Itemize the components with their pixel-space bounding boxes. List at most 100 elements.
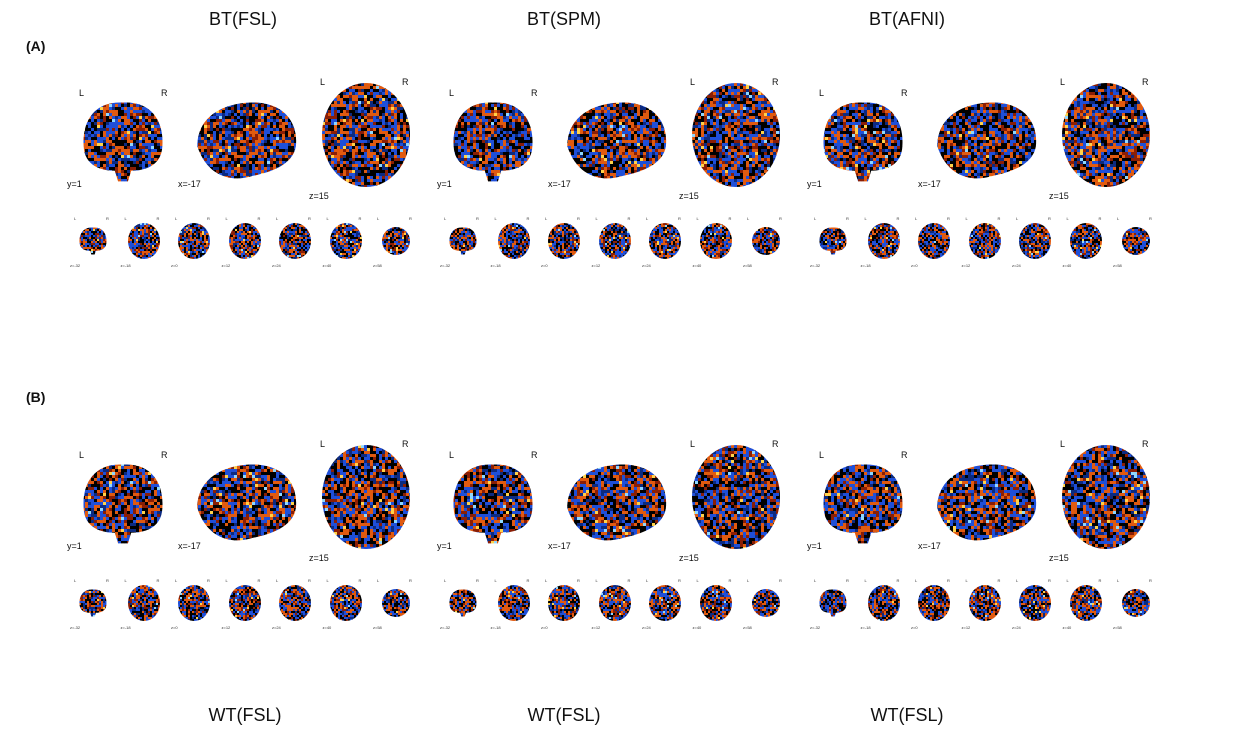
mosaic-slice-label: z=-32 (440, 263, 450, 268)
mosaic-slice-label: z=-32 (810, 263, 820, 268)
mosaic-orientation-left: L (276, 578, 278, 583)
axial-slice-1-0 (322, 445, 410, 549)
orientation-right: R (531, 88, 538, 98)
mosaic-orientation-left: L (915, 578, 917, 583)
mosaic-orientation-right: R (577, 216, 580, 221)
mosaic-slice-0-0-6 (382, 227, 410, 255)
mosaic-slice-label: z=-18 (491, 263, 501, 268)
mosaic-orientation-left: L (697, 578, 699, 583)
mosaic-orientation-right: R (258, 216, 261, 221)
mosaic-slice-1-2-4 (1019, 585, 1051, 621)
mosaic-slice-1-2-3 (968, 585, 1001, 621)
mosaic-orientation-right: R (106, 216, 109, 221)
mosaic-orientation-left: L (596, 578, 598, 583)
mosaic-slice-1-2-6 (1122, 589, 1150, 617)
mosaic-slice-label: z=24 (272, 625, 281, 630)
mosaic-orientation-right: R (628, 578, 631, 583)
mosaic-slice-label: z=40 (1063, 625, 1072, 630)
mosaic-slice-label: z=24 (272, 263, 281, 268)
orientation-right: R (161, 88, 168, 98)
mosaic-orientation-right: R (947, 216, 950, 221)
axial-cut-label: z=15 (1049, 553, 1069, 563)
mosaic-orientation-left: L (226, 578, 228, 583)
mosaic-orientation-left: L (1067, 216, 1069, 221)
mosaic-slice-1-0-3 (228, 585, 261, 621)
orientation-right: R (161, 450, 168, 460)
orientation-left: L (819, 450, 824, 460)
mosaic-orientation-right: R (947, 578, 950, 583)
mosaic-orientation-left: L (545, 216, 547, 221)
mosaic-orientation-right: R (359, 216, 362, 221)
mosaic-orientation-right: R (308, 216, 311, 221)
mosaic-slice-1-1-3 (598, 585, 631, 621)
orientation-axial-left: L (320, 77, 325, 87)
mosaic-orientation-right: R (207, 216, 210, 221)
axial-cut-label: z=15 (679, 191, 699, 201)
axial-slice-0-2 (1062, 83, 1150, 187)
mosaic-orientation-right: R (308, 578, 311, 583)
mosaic-orientation-right: R (729, 578, 732, 583)
orientation-axial-left: L (690, 77, 695, 87)
mosaic-slice-label: z=12 (962, 263, 971, 268)
mosaic-slice-label: z=0 (171, 625, 178, 630)
sagittal-cut-label: x=-17 (548, 541, 571, 551)
mosaic-orientation-left: L (814, 216, 816, 221)
mosaic-orientation-left: L (545, 578, 547, 583)
mosaic-slice-label: z=58 (373, 263, 382, 268)
mosaic-orientation-left: L (1067, 578, 1069, 583)
mosaic-orientation-left: L (865, 216, 867, 221)
orientation-axial-right: R (1142, 77, 1149, 87)
mosaic-orientation-right: R (476, 216, 479, 221)
mosaic-slice-label: z=58 (1113, 263, 1122, 268)
sagittal-slice-0-1 (567, 102, 667, 179)
mosaic-orientation-left: L (74, 578, 76, 583)
mosaic-slice-label: z=-18 (121, 625, 131, 630)
axial-slice-1-2 (1062, 445, 1150, 549)
mosaic-orientation-left: L (1016, 216, 1018, 221)
coronal-cut-label: y=1 (807, 541, 822, 551)
mosaic-slice-1-2-2 (918, 585, 950, 621)
mosaic-slice-1-0-5 (329, 585, 362, 621)
coronal-cut-label: y=1 (67, 541, 82, 551)
mosaic-slice-0-1-3 (598, 223, 631, 259)
coronal-cut-label: y=1 (67, 179, 82, 189)
column-title-bt-afni: BT(AFNI) (869, 9, 945, 30)
mosaic-orientation-right: R (897, 216, 900, 221)
mosaic-slice-label: z=-18 (861, 625, 871, 630)
coronal-slice-0-0 (83, 102, 163, 182)
mosaic-orientation-right: R (1048, 216, 1051, 221)
column-title-bt-spm: BT(SPM) (527, 9, 601, 30)
mosaic-slice-label: z=12 (222, 625, 231, 630)
mosaic-orientation-left: L (915, 216, 917, 221)
mosaic-orientation-right: R (359, 578, 362, 583)
mosaic-orientation-left: L (175, 216, 177, 221)
mosaic-slice-label: z=0 (911, 625, 918, 630)
mosaic-slice-label: z=58 (743, 625, 752, 630)
mosaic-slice-0-1-1 (497, 223, 530, 259)
column-title-wt-2: WT(FSL) (528, 705, 601, 726)
mosaic-orientation-left: L (697, 216, 699, 221)
mosaic-orientation-left: L (966, 216, 968, 221)
mosaic-orientation-right: R (998, 216, 1001, 221)
coronal-cut-label: y=1 (437, 179, 452, 189)
mosaic-orientation-left: L (327, 216, 329, 221)
axial-cut-label: z=15 (309, 553, 329, 563)
mosaic-slice-label: z=12 (222, 263, 231, 268)
mosaic-orientation-left: L (865, 578, 867, 583)
mosaic-slice-label: z=-32 (440, 625, 450, 630)
mosaic-slice-0-0-0 (79, 227, 107, 255)
orientation-axial-right: R (402, 77, 409, 87)
orientation-left: L (79, 450, 84, 460)
mosaic-slice-1-1-5 (699, 585, 732, 621)
mosaic-orientation-right: R (258, 578, 261, 583)
mosaic-orientation-right: R (1149, 216, 1152, 221)
mosaic-slice-label: z=40 (323, 263, 332, 268)
axial-slice-1-1 (692, 445, 780, 549)
mosaic-slice-1-0-6 (382, 589, 410, 617)
mosaic-orientation-right: R (476, 578, 479, 583)
sagittal-slice-1-0 (197, 464, 297, 541)
mosaic-orientation-right: R (678, 216, 681, 221)
mosaic-slice-0-1-0 (449, 227, 477, 255)
mosaic-slice-label: z=-18 (861, 263, 871, 268)
mosaic-orientation-left: L (747, 216, 749, 221)
